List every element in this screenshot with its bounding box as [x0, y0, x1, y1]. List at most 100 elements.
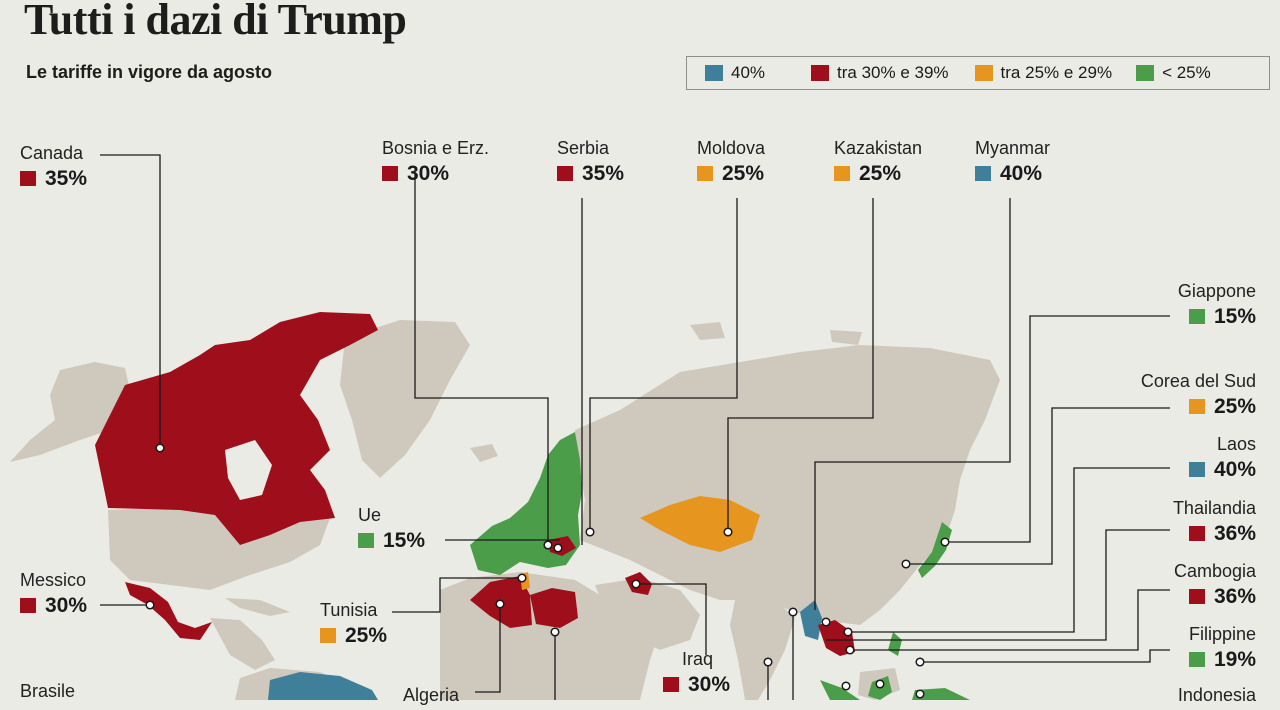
label-bosnia: Bosnia e Erz. 30% — [382, 139, 489, 184]
tariff-swatch — [1188, 652, 1205, 667]
tariff-value: 35% — [45, 167, 88, 190]
land-arctic-islands — [690, 322, 725, 340]
dot-ue — [543, 540, 553, 550]
map-libya — [530, 588, 578, 628]
tariff-swatch — [663, 677, 679, 692]
land-eurasia — [575, 345, 1000, 625]
map-mexico — [125, 582, 212, 640]
leader-kazakistan — [727, 198, 874, 532]
tariff-swatch — [320, 628, 336, 643]
map-hudson-bay — [225, 440, 272, 500]
tariff-swatch — [975, 166, 991, 181]
dot-filippine — [915, 657, 925, 667]
map-myanmar — [800, 600, 822, 640]
tariff-value: 25% — [345, 624, 388, 647]
land-greenland — [340, 320, 470, 478]
dot-myanmar — [788, 607, 798, 617]
country-name: Brasile — [20, 681, 76, 701]
dot-moldova — [585, 527, 595, 537]
country-name: Thailandia — [1172, 498, 1256, 518]
page-subtitle: Le tariffe in vigore da agosto — [26, 62, 273, 82]
label-giappone: Giappone 15% — [1178, 282, 1256, 327]
country-name: Laos — [1216, 434, 1256, 454]
tariff-swatch — [1188, 462, 1205, 477]
country-name: Corea del Sud — [1140, 371, 1256, 391]
tariff-swatch — [20, 171, 36, 186]
label-canada: Canada 35% — [20, 144, 87, 189]
dot-corea — [901, 559, 911, 569]
dot-algeria — [495, 599, 505, 609]
tariff-swatch — [358, 533, 374, 548]
map-canada — [95, 312, 378, 545]
tariff-value: 40% — [1000, 162, 1043, 185]
label-brasile: Brasile — [20, 682, 75, 706]
land-arctic-islands-2 — [830, 330, 862, 345]
label-laos: Laos 40% — [1188, 434, 1256, 480]
land-arabia — [595, 578, 700, 650]
country-name: Filippine — [1188, 624, 1256, 644]
dot-kazakistan — [723, 527, 733, 537]
dot-tunisia — [517, 573, 527, 583]
country-name: Messico — [20, 570, 87, 590]
label-moldova: Moldova 25% — [697, 139, 765, 184]
dot-canada — [155, 443, 165, 453]
land-central-america — [210, 618, 275, 670]
map-kazakhstan — [640, 496, 760, 552]
tariff-value: 25% — [722, 162, 765, 185]
country-name: Serbia — [557, 138, 610, 158]
map-indonesia-3 — [912, 688, 970, 700]
leader-myanmar — [814, 198, 1011, 610]
tariff-value: 35% — [582, 162, 625, 185]
dot-indonesia-1 — [841, 681, 851, 691]
label-iraq: Iraq 30% — [663, 650, 730, 695]
tariff-value: 30% — [45, 594, 88, 617]
country-name: Tunisia — [320, 600, 378, 620]
legend-item-25-29: tra 25% e 29% — [974, 63, 1113, 83]
country-name: Algeria — [403, 685, 460, 705]
label-thailandia: Thailandia 36% — [1173, 499, 1256, 544]
label-ue: Ue 15% — [358, 506, 425, 551]
leader-algeria — [475, 604, 501, 693]
tariff-swatch — [1188, 309, 1205, 324]
country-name: Bosnia e Erz. — [382, 138, 490, 158]
location-dots — [145, 443, 950, 699]
dot-indonesia-2 — [875, 679, 885, 689]
label-filippine: Filippine 19% — [1189, 625, 1256, 670]
tariff-value: 36% — [1213, 585, 1256, 608]
tariff-value: 19% — [1213, 648, 1256, 671]
leader-laos — [848, 467, 1170, 633]
label-tunisia: Tunisia 25% — [320, 601, 387, 646]
dot-thailandia — [821, 617, 831, 627]
tariff-swatch — [1188, 399, 1205, 414]
land-caribbean — [225, 598, 290, 616]
map-philippines — [888, 632, 902, 656]
tariff-value: 30% — [688, 673, 731, 696]
country-name: Canada — [20, 143, 84, 163]
legend-swatch — [705, 65, 723, 81]
tariff-swatch — [697, 166, 713, 181]
tariff-swatch — [557, 166, 573, 181]
leader-filippine — [920, 649, 1170, 663]
leader-tunisia — [392, 577, 522, 613]
country-name: Cambogia — [1173, 561, 1256, 581]
tariff-value: 30% — [407, 162, 450, 185]
leader-moldova — [589, 198, 738, 532]
tariff-value: 36% — [1213, 522, 1256, 545]
label-cambogia: Cambogia 36% — [1174, 562, 1256, 607]
country-name: Giappone — [1177, 281, 1256, 301]
country-name: Myanmar — [975, 138, 1051, 158]
legend-label: tra 30% e 39% — [837, 63, 949, 82]
land-iceland — [470, 444, 498, 462]
legend-label: tra 25% e 29% — [1000, 63, 1113, 82]
dot-laos — [843, 627, 853, 637]
leader-bosnia — [414, 172, 549, 545]
tariff-value: 15% — [1213, 305, 1256, 328]
dot-giappone — [940, 537, 950, 547]
legend-label: 40% — [731, 63, 766, 82]
tariff-value: 25% — [859, 162, 902, 185]
land-masses — [10, 320, 1000, 700]
tariff-value: 15% — [383, 529, 426, 552]
label-kazakistan: Kazakistan 25% — [834, 139, 922, 184]
label-corea-del-sud: Corea del Sud 25% — [1141, 372, 1256, 417]
